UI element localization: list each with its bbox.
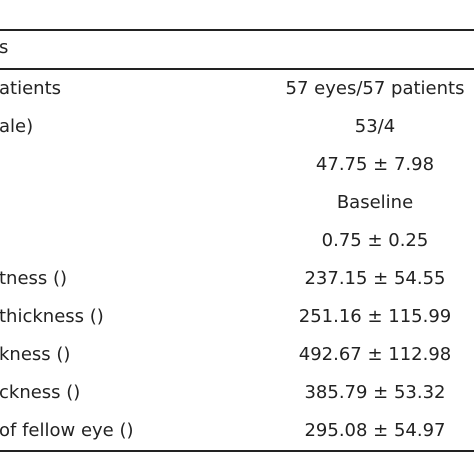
table-bottom-rule xyxy=(0,450,474,452)
row-value: 237.15 ± 54.55 xyxy=(304,268,446,289)
row-value: 57 eyes/57 patients xyxy=(285,78,465,99)
row-label: atients xyxy=(0,78,62,99)
row-label: tness () xyxy=(0,268,68,289)
row-label: thickness () xyxy=(0,306,104,327)
row-value: Baseline xyxy=(336,192,414,213)
row-label: ale) xyxy=(0,116,34,137)
row-label: kness () xyxy=(0,344,71,365)
row-value: 53/4 xyxy=(354,116,396,137)
row-value: 492.67 ± 112.98 xyxy=(298,344,452,365)
table-top-rule xyxy=(0,29,474,31)
row-value: 251.16 ± 115.99 xyxy=(298,306,452,327)
row-label: ckness () xyxy=(0,382,81,403)
row-label: of fellow eye () xyxy=(0,420,134,441)
row-value: 295.08 ± 54.97 xyxy=(304,420,446,441)
row-value: 385.79 ± 53.32 xyxy=(304,382,446,403)
row-value: 47.75 ± 7.98 xyxy=(315,154,435,175)
table-header-rule xyxy=(0,68,474,70)
table-header-label: s xyxy=(0,37,9,58)
row-value: 0.75 ± 0.25 xyxy=(321,230,429,251)
